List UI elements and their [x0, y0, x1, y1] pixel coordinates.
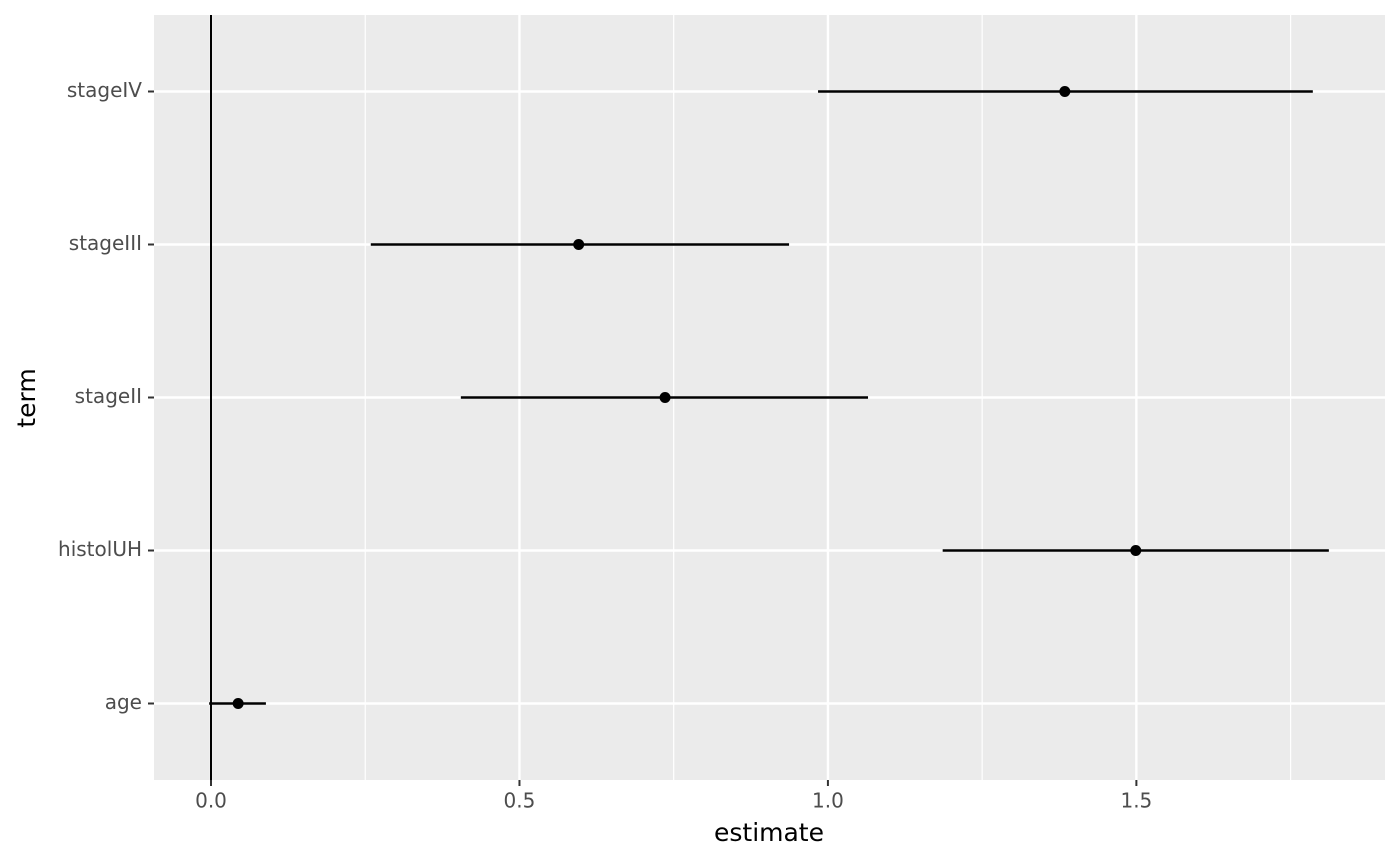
- x-tick-label: 0.0: [195, 789, 227, 813]
- y-tick-label: stageIII: [69, 231, 142, 255]
- x-axis-title: estimate: [714, 818, 824, 847]
- y-tick-label: age: [105, 690, 142, 714]
- y-tick-label: stageIV: [67, 78, 142, 102]
- point: [1130, 545, 1142, 556]
- x-tick-label: 1.0: [812, 789, 844, 813]
- point: [1059, 86, 1071, 97]
- point: [232, 698, 244, 709]
- x-tick-label: 0.5: [504, 789, 536, 813]
- y-tick-label: stageII: [75, 384, 142, 408]
- point: [659, 392, 671, 403]
- point: [573, 239, 585, 250]
- y-tick-label: histolUH: [58, 537, 142, 561]
- y-axis-title: term: [12, 368, 41, 427]
- x-tick-label: 1.5: [1120, 789, 1152, 813]
